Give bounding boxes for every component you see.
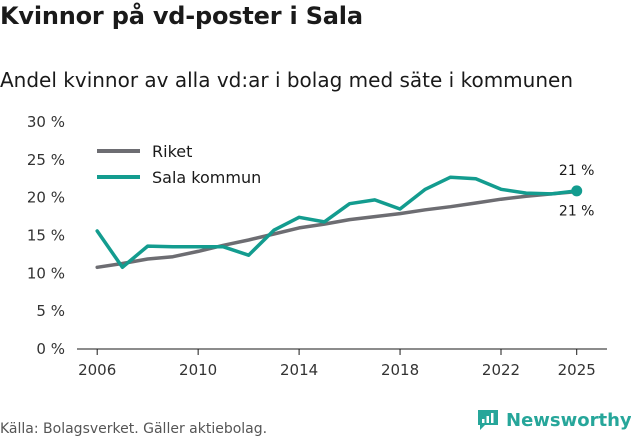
x-tick-label: 2025: [558, 361, 596, 379]
y-tick-label: 5 %: [36, 302, 65, 320]
end-point-marker: [571, 185, 583, 197]
legend-box: [88, 132, 280, 194]
y-tick-label: 30 %: [27, 113, 65, 131]
annotation-label: 21 %: [559, 204, 595, 220]
series-line-riket: [95, 189, 579, 270]
annotation-label: 21 %: [559, 163, 595, 179]
x-tick-label: 2010: [179, 361, 217, 379]
y-tick-label: 20 %: [27, 189, 65, 207]
x-tick-label: 2018: [381, 361, 419, 379]
y-tick-label: 25 %: [27, 151, 65, 169]
x-tick-label: 2022: [482, 361, 520, 379]
source-note: Källa: Bolagsverket. Gäller aktiebolag.: [0, 421, 268, 437]
page-title: Kvinnor på vd-poster i Sala: [0, 2, 363, 30]
legend-label: Riket: [152, 142, 192, 161]
brand-logo: Newsworthy: [476, 408, 631, 432]
x-tick-label: 2014: [280, 361, 318, 379]
legend-label: Sala kommun: [152, 168, 261, 187]
newsworthy-logo-icon: [478, 410, 498, 430]
y-tick-label: 15 %: [27, 227, 65, 245]
y-tick-label: 0 %: [36, 340, 65, 358]
x-tick-label: 2006: [78, 361, 116, 379]
y-tick-label: 10 %: [27, 264, 65, 282]
series-line-sala-kommun: [95, 175, 579, 270]
chart-subtitle: Andel kvinnor av alla vd:ar i bolag med …: [0, 68, 573, 92]
brand-name: Newsworthy: [506, 409, 631, 431]
